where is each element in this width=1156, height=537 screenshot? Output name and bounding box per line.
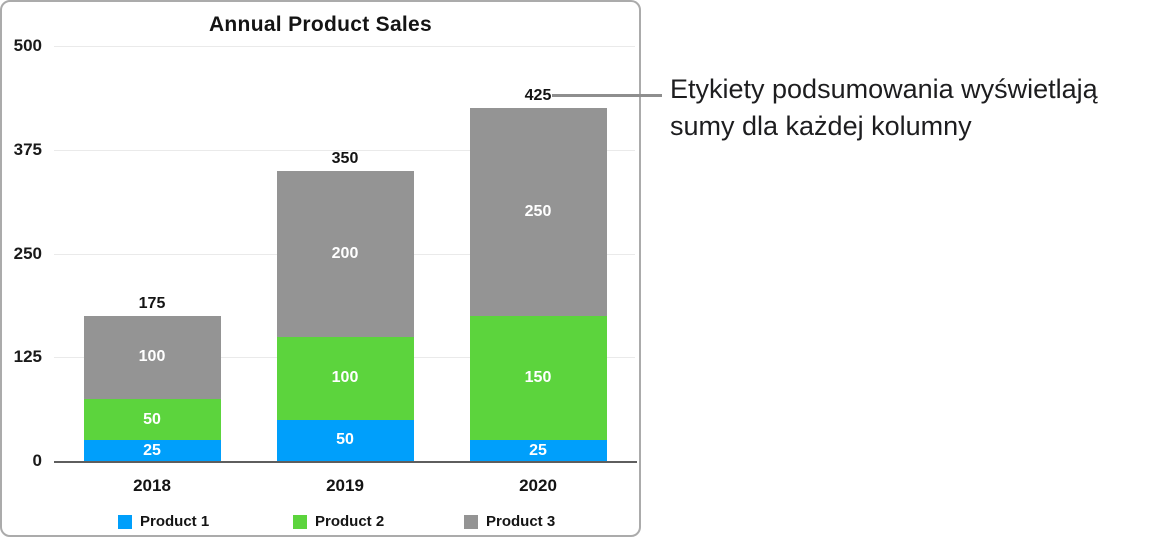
segment-value-label: 200: [331, 244, 359, 262]
summary-total-label-2018: 175: [138, 294, 166, 312]
y-axis-tick-label-0: 0: [32, 451, 42, 470]
summary-total-label-2019: 350: [331, 149, 359, 167]
segment-value-label: 100: [331, 369, 359, 386]
y-axis-tick-label-375: 375: [13, 139, 42, 159]
bar-segment-product-3-2019: 200: [276, 170, 414, 337]
bar-segment-product-3-2018: 100: [83, 315, 221, 399]
segment-value-label: 50: [143, 410, 161, 428]
y-gridline-500: [54, 46, 635, 47]
bar-segment-product-2-2019: 100: [276, 336, 414, 420]
bar-segment-product-1-2020: 25: [469, 440, 607, 461]
y-axis-tick-label-125: 125: [13, 347, 42, 367]
x-axis-category-label-2019: 2019: [326, 476, 364, 495]
segment-value-label: 150: [524, 369, 552, 386]
segment-value-label: 100: [138, 348, 166, 366]
plot-area: 0 125 250 375 500 25 50 100 175 2018 50 100 200 350 20…: [2, 2, 643, 537]
bar-segment-product-2-2018: 50: [83, 398, 221, 441]
summary-total-label-2020: 425: [524, 87, 552, 105]
bar-segment-product-3-2020: 250: [469, 108, 607, 316]
x-axis-category-label-2018: 2018: [133, 476, 171, 495]
callout-text-line-2: sumy dla każdej kolumny: [670, 111, 972, 141]
segment-value-label: 25: [143, 441, 161, 459]
chart-frame: Annual Product Sales 0 125 250 375 500 25 50 10…: [0, 0, 641, 537]
x-axis-category-label-2020: 2020: [519, 476, 557, 495]
chart-title: Annual Product Sales: [208, 13, 433, 36]
callout-connector-line: [552, 94, 662, 97]
bar-segment-product-1-2018: 25: [83, 440, 221, 461]
y-axis-tick-label-250: 250: [13, 243, 42, 263]
callout-text-line-1: Etykiety podsumowania wyświetlają: [670, 74, 1098, 104]
bar-segment-product-2-2020: 150: [469, 315, 607, 441]
callout-text: Etykiety podsumowania wyświetlają sumy d…: [670, 71, 1098, 145]
segment-value-label: 50: [336, 431, 354, 449]
y-axis-tick-label-500: 500: [13, 36, 42, 55]
segment-value-label: 25: [529, 441, 547, 459]
bar-segment-product-1-2019: 50: [276, 419, 414, 461]
y-gridline-375: [54, 149, 635, 151]
x-axis-line: [54, 461, 637, 463]
segment-value-label: 250: [524, 203, 552, 220]
